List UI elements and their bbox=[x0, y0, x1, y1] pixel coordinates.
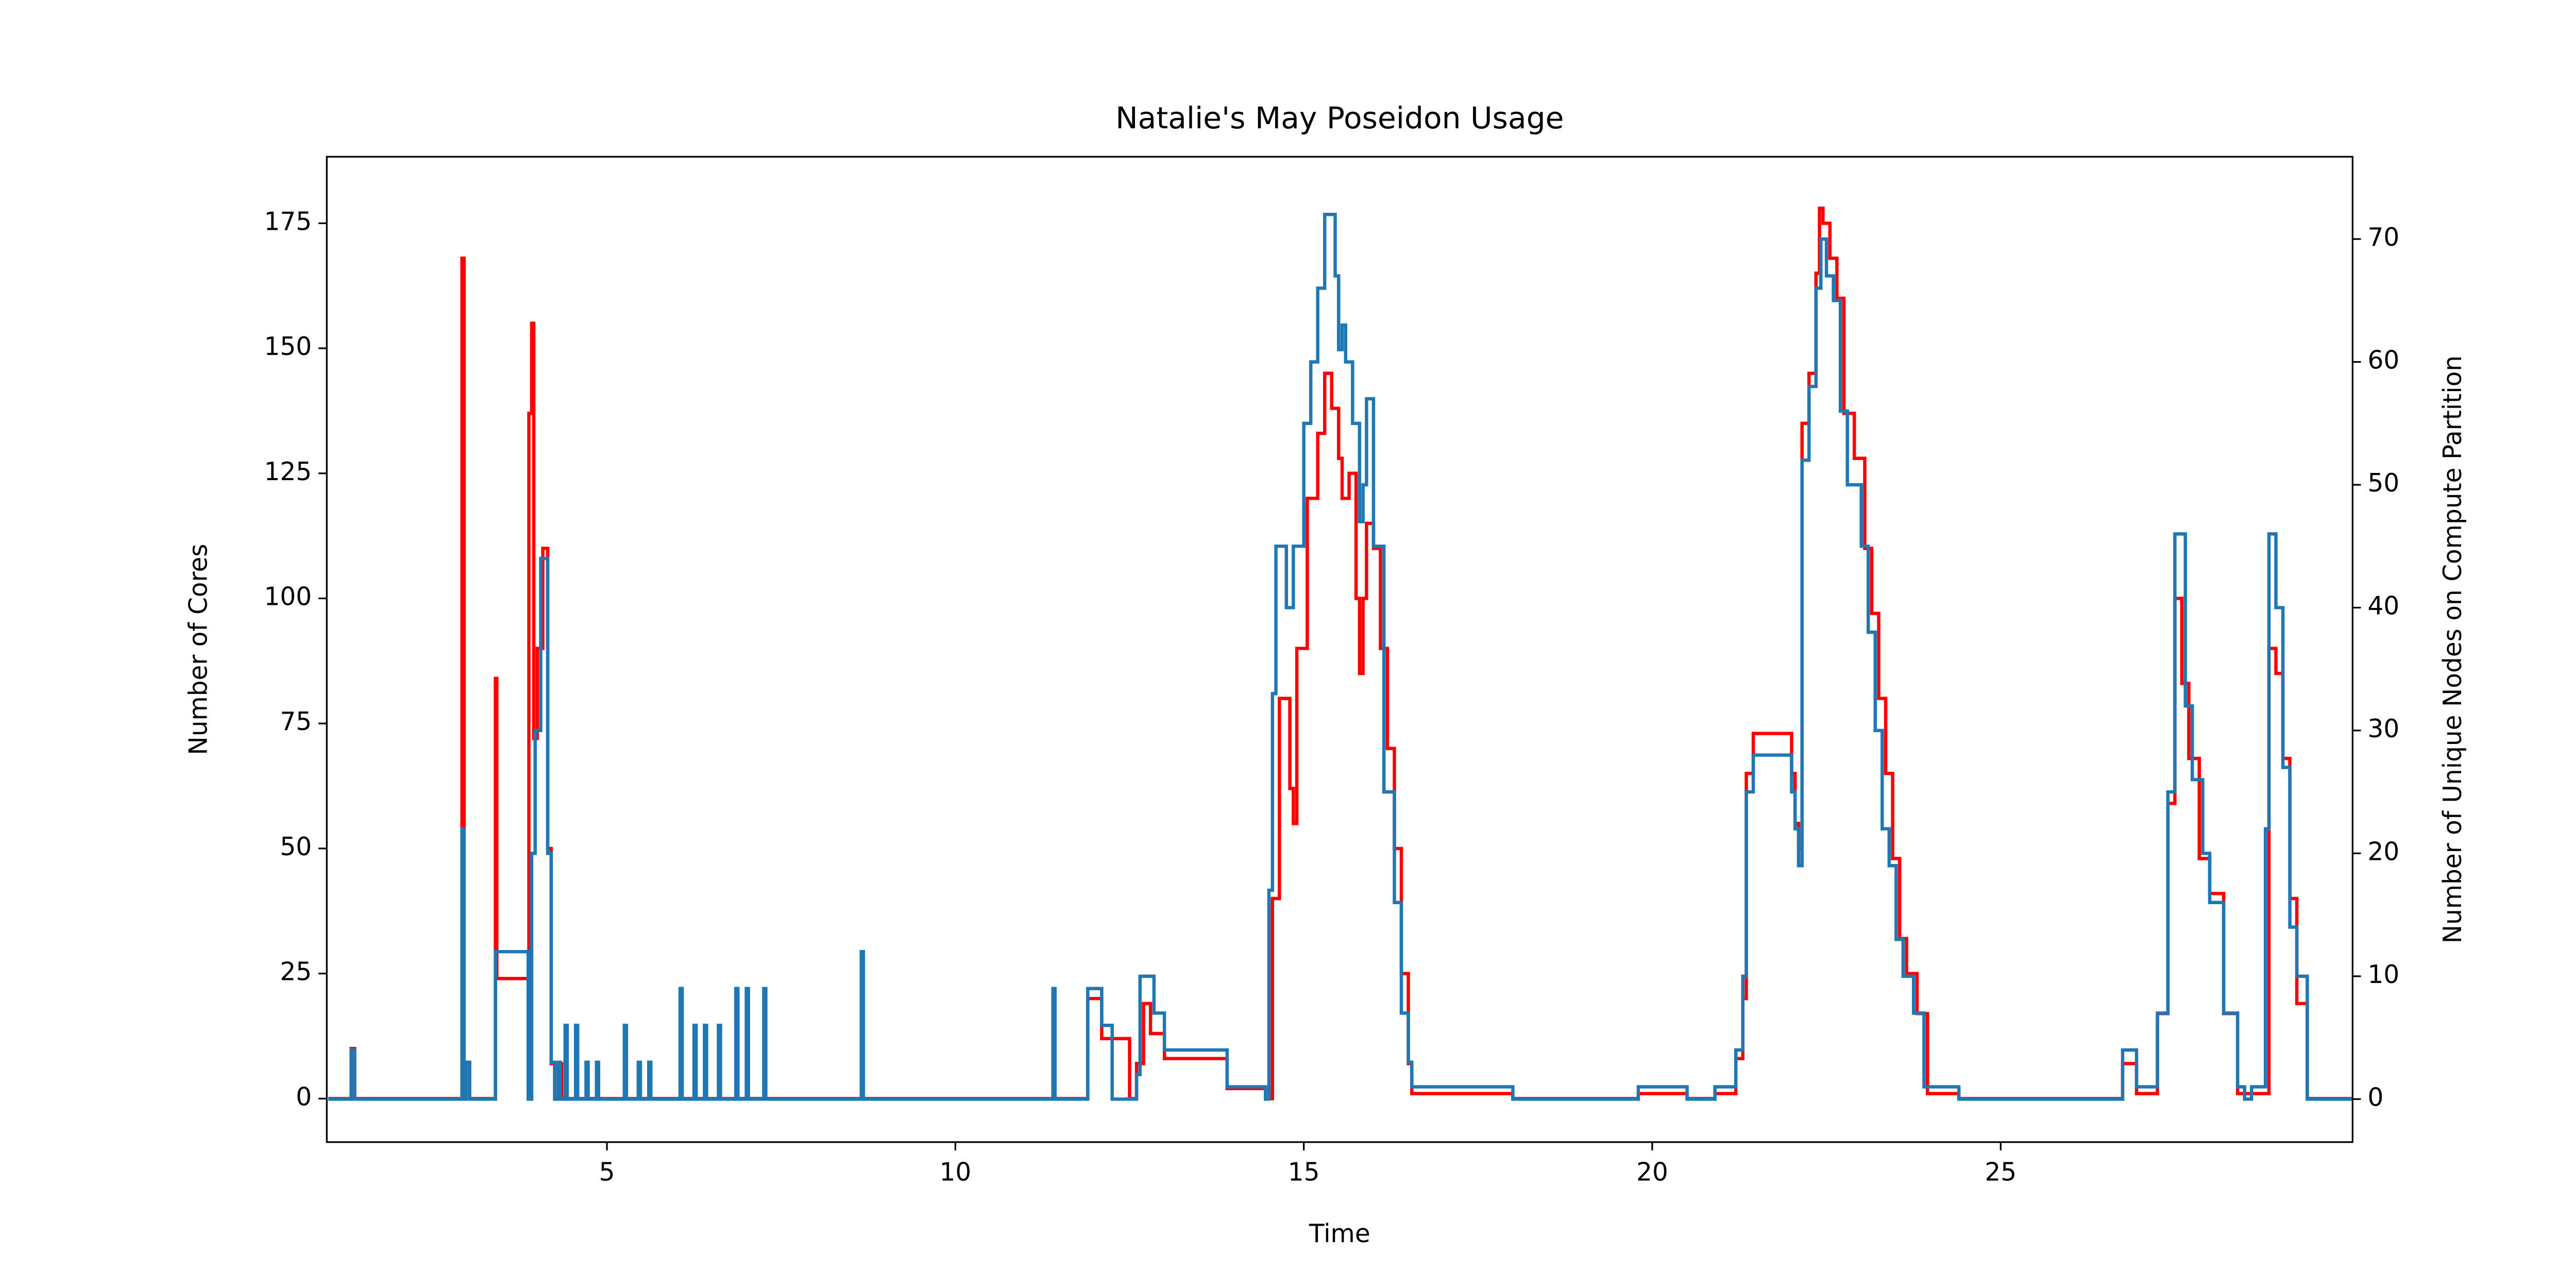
y2-tick-label: 10 bbox=[2367, 960, 2399, 989]
y-tick-label: 75 bbox=[280, 707, 312, 736]
x-axis-label: Time bbox=[1309, 1219, 1370, 1248]
y-axis-label: Number of Cores bbox=[184, 544, 213, 755]
y2-tick-label: 30 bbox=[2367, 715, 2399, 743]
x-tick-label: 5 bbox=[599, 1158, 615, 1187]
y-tick-label: 125 bbox=[264, 457, 312, 486]
chart-title: Natalie's May Poseidon Usage bbox=[1115, 100, 1564, 135]
y-tick-label: 25 bbox=[280, 958, 312, 987]
y2-axis-label: Number of Unique Nodes on Compute Partit… bbox=[2438, 355, 2467, 943]
y2-tick-label: 0 bbox=[2367, 1083, 2383, 1112]
y2-tick-label: 40 bbox=[2367, 591, 2399, 620]
y2-tick-label: 20 bbox=[2367, 837, 2399, 866]
plot-frame bbox=[326, 156, 2353, 1143]
y-tick-label: 175 bbox=[264, 207, 312, 236]
y2-tick-label: 70 bbox=[2367, 223, 2399, 252]
y2-tick-label: 60 bbox=[2367, 346, 2399, 375]
x-tick-label: 10 bbox=[939, 1158, 971, 1187]
x-tick-label: 20 bbox=[1636, 1158, 1668, 1187]
x-tick-label: 25 bbox=[1985, 1158, 2016, 1187]
x-tick-label: 15 bbox=[1288, 1158, 1320, 1187]
y-tick-label: 150 bbox=[264, 332, 312, 361]
y-tick-label: 100 bbox=[264, 582, 312, 611]
y-tick-label: 0 bbox=[296, 1082, 312, 1111]
series-line bbox=[328, 213, 2353, 1101]
y-tick-label: 50 bbox=[280, 833, 312, 861]
y2-tick-label: 50 bbox=[2367, 469, 2399, 498]
